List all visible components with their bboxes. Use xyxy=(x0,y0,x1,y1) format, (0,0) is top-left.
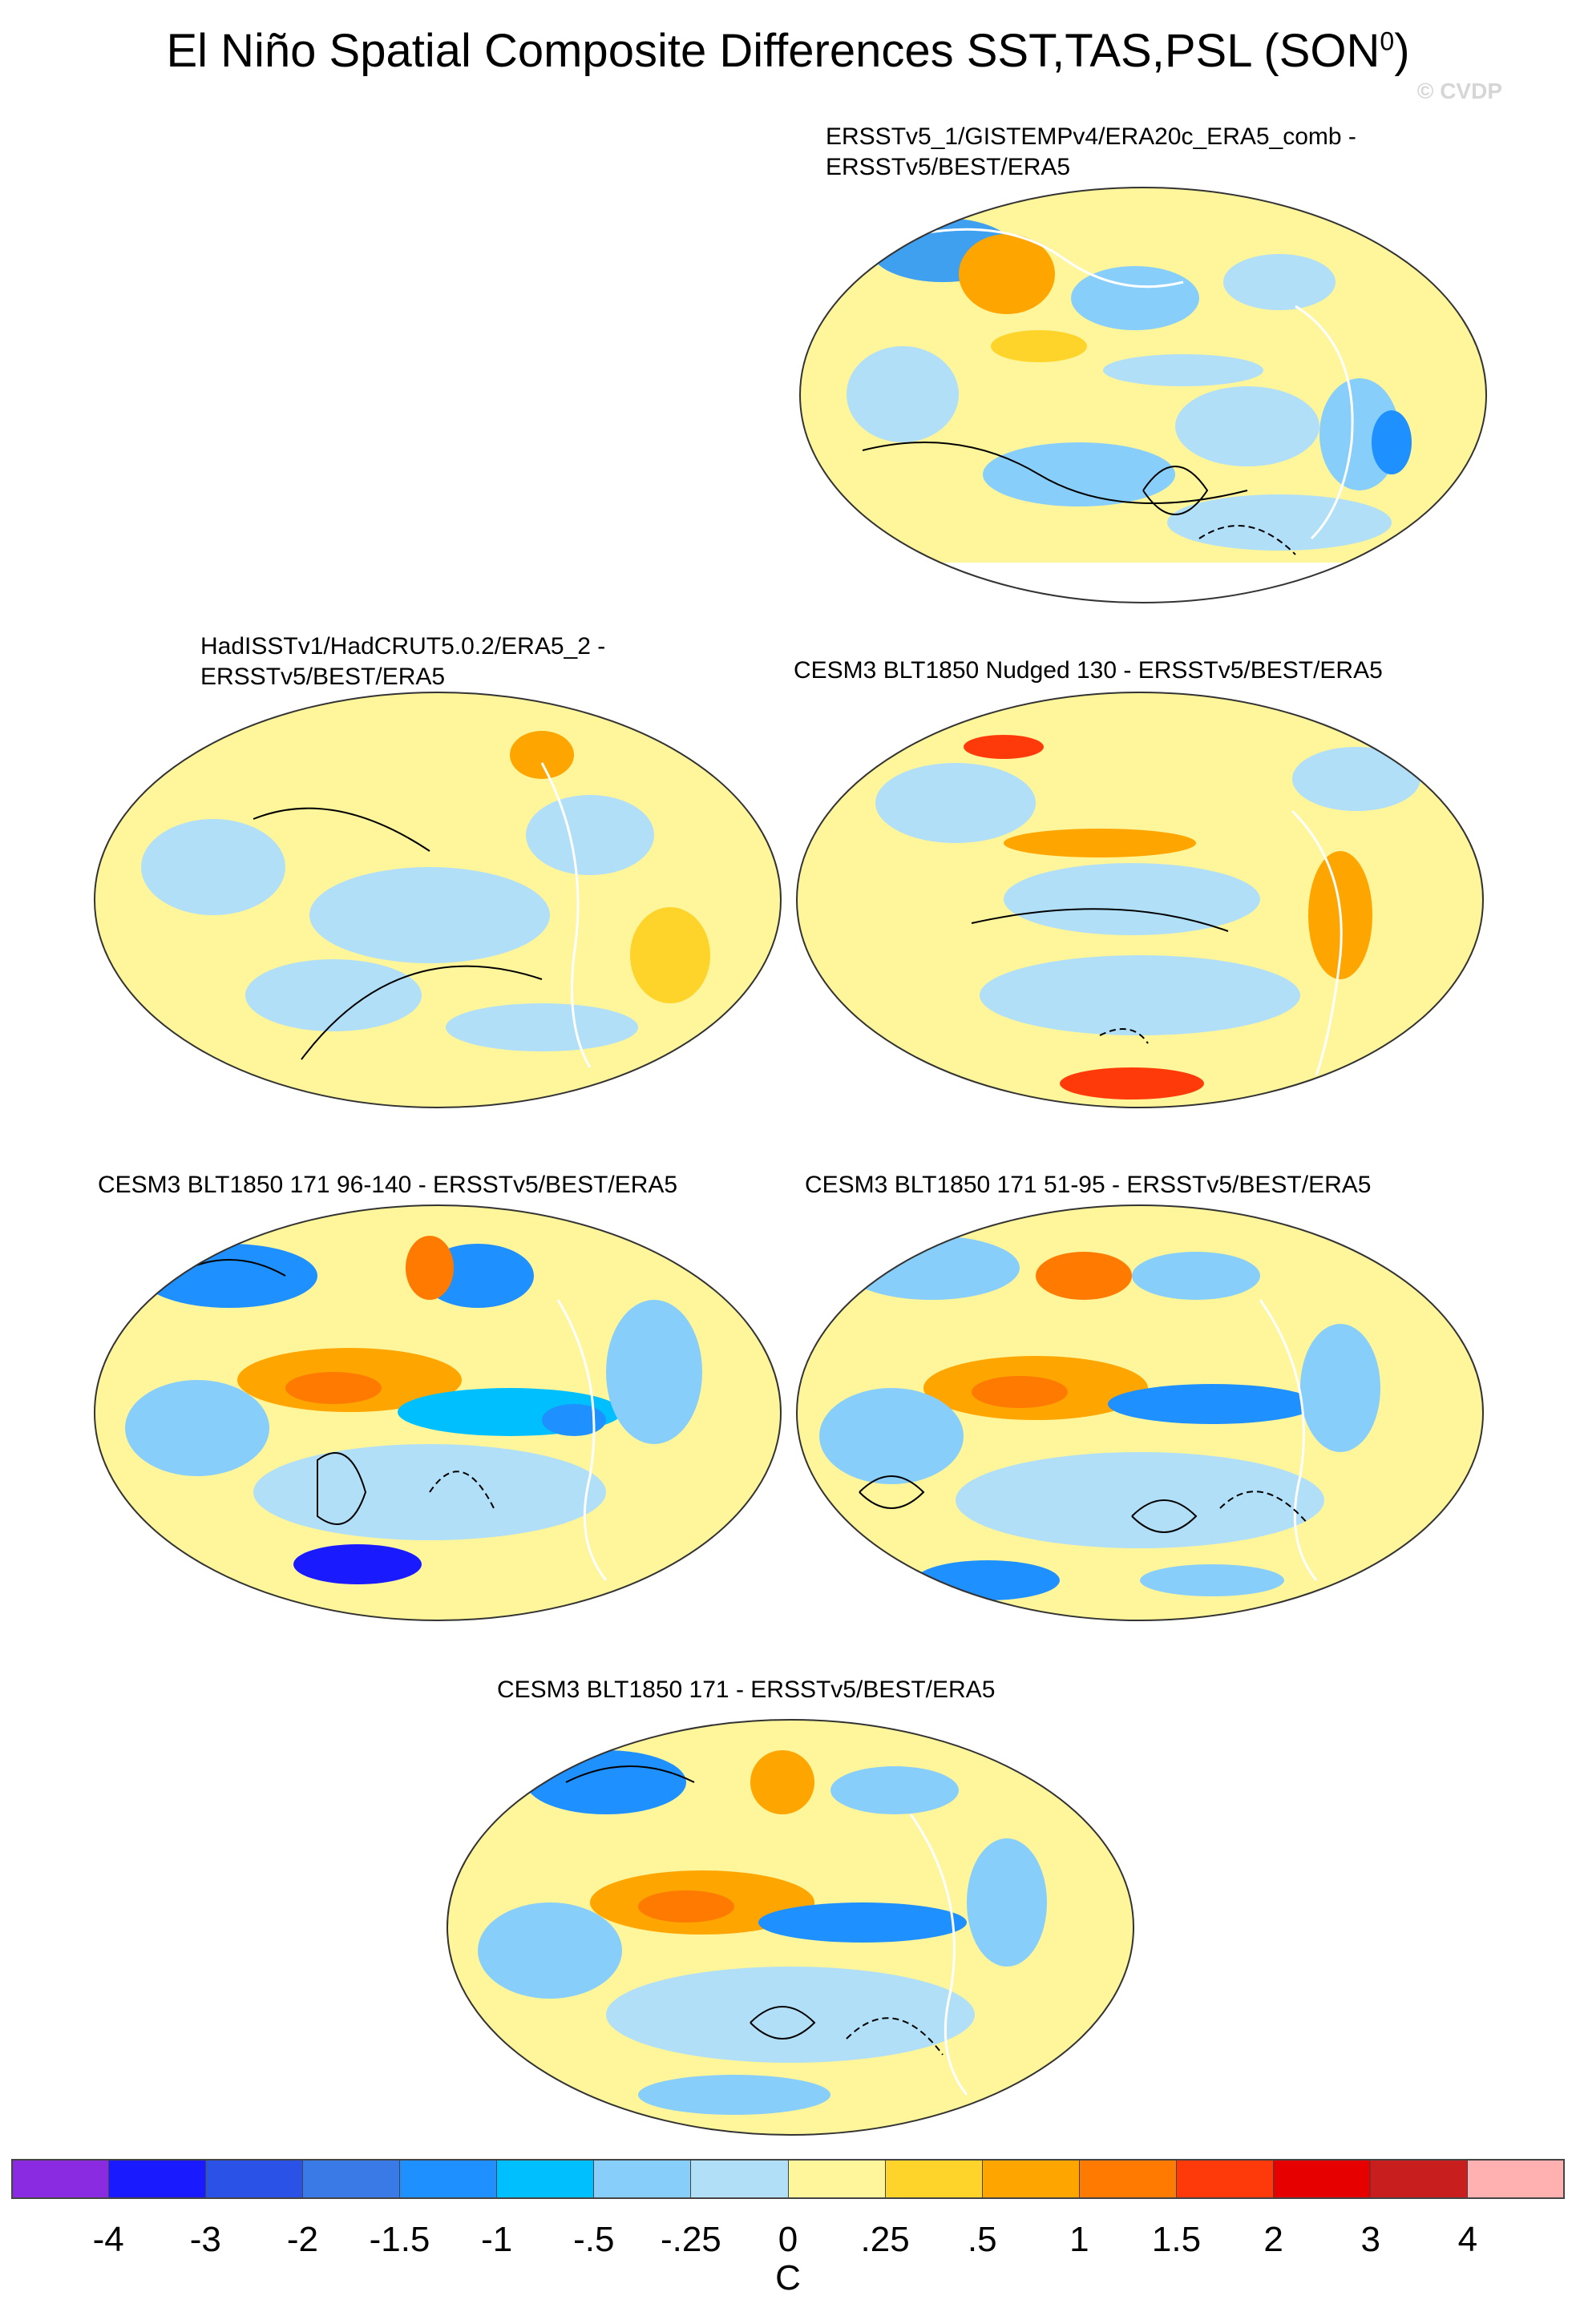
colorbar-box-7 xyxy=(691,2159,789,2199)
colorbar-box-5 xyxy=(497,2159,595,2199)
panel-1-label: ERSSTv5_1/GISTEMPv4/ERA20c_ERA5_comb - ER… xyxy=(826,123,1356,180)
panel-1-map xyxy=(799,187,1487,603)
colorbar-box-13 xyxy=(1273,2159,1371,2199)
colorbar-box-12 xyxy=(1176,2159,1274,2199)
colorbar-tick-label: -1 xyxy=(481,2220,513,2259)
colorbar-tick-label: .25 xyxy=(860,2220,910,2259)
panel-2-map xyxy=(94,692,782,1108)
colorbar-box-9 xyxy=(885,2159,983,2199)
colorbar-units: C xyxy=(775,2258,801,2298)
colorbar-tick-label: -.5 xyxy=(573,2220,615,2259)
panel-5-map xyxy=(796,1204,1484,1621)
colorbar-tick-label: 0 xyxy=(778,2220,798,2259)
figure-title: El Niño Spatial Composite Differences SS… xyxy=(166,25,1410,77)
panel-6-label: CESM3 BLT1850 171 - ERSSTv5/BEST/ERA5 xyxy=(497,1676,996,1703)
panel-2-label: HadISSTv1/HadCRUT5.0.2/ERA5_2 - ERSSTv5/B… xyxy=(200,633,606,690)
panel-6-map xyxy=(447,1719,1134,2136)
cvdp-watermark: © CVDP xyxy=(1416,79,1502,103)
colorbar-box-14 xyxy=(1370,2159,1468,2199)
colorbar-tick-label: 4 xyxy=(1457,2220,1478,2259)
colorbar-box-3 xyxy=(303,2159,401,2199)
colorbar-tick-label: -1.5 xyxy=(369,2220,430,2259)
colorbar-box-0 xyxy=(11,2159,110,2199)
colorbar-tick-label: 2 xyxy=(1263,2220,1283,2259)
colorbar-tick-label: 3 xyxy=(1360,2220,1380,2259)
colorbar-tick-label: -.25 xyxy=(660,2220,721,2259)
panel-3-map xyxy=(796,692,1484,1108)
colorbar xyxy=(11,2159,1565,2199)
colorbar-tick-label: -2 xyxy=(286,2220,318,2259)
colorbar-tick-label: 1.5 xyxy=(1151,2220,1202,2259)
colorbar-box-15 xyxy=(1467,2159,1565,2199)
colorbar-box-2 xyxy=(206,2159,304,2199)
panel-4-map xyxy=(94,1204,782,1621)
panel-4-label: CESM3 BLT1850 171 96-140 - ERSSTv5/BEST/… xyxy=(98,1172,678,1198)
colorbar-box-11 xyxy=(1079,2159,1177,2199)
colorbar-tick-label: 1 xyxy=(1069,2220,1089,2259)
colorbar-box-6 xyxy=(594,2159,692,2199)
panel-5-label: CESM3 BLT1850 171 51-95 - ERSSTv5/BEST/E… xyxy=(805,1172,1372,1198)
colorbar-tick-label: .5 xyxy=(967,2220,997,2259)
colorbar-box-10 xyxy=(982,2159,1080,2199)
colorbar-tick-label: -4 xyxy=(92,2220,124,2259)
colorbar-tick-label: -3 xyxy=(189,2220,221,2259)
colorbar-box-4 xyxy=(400,2159,498,2199)
colorbar-box-8 xyxy=(788,2159,886,2199)
colorbar-box-1 xyxy=(109,2159,207,2199)
panel-3-label: CESM3 BLT1850 Nudged 130 - ERSSTv5/BEST/… xyxy=(794,657,1383,684)
